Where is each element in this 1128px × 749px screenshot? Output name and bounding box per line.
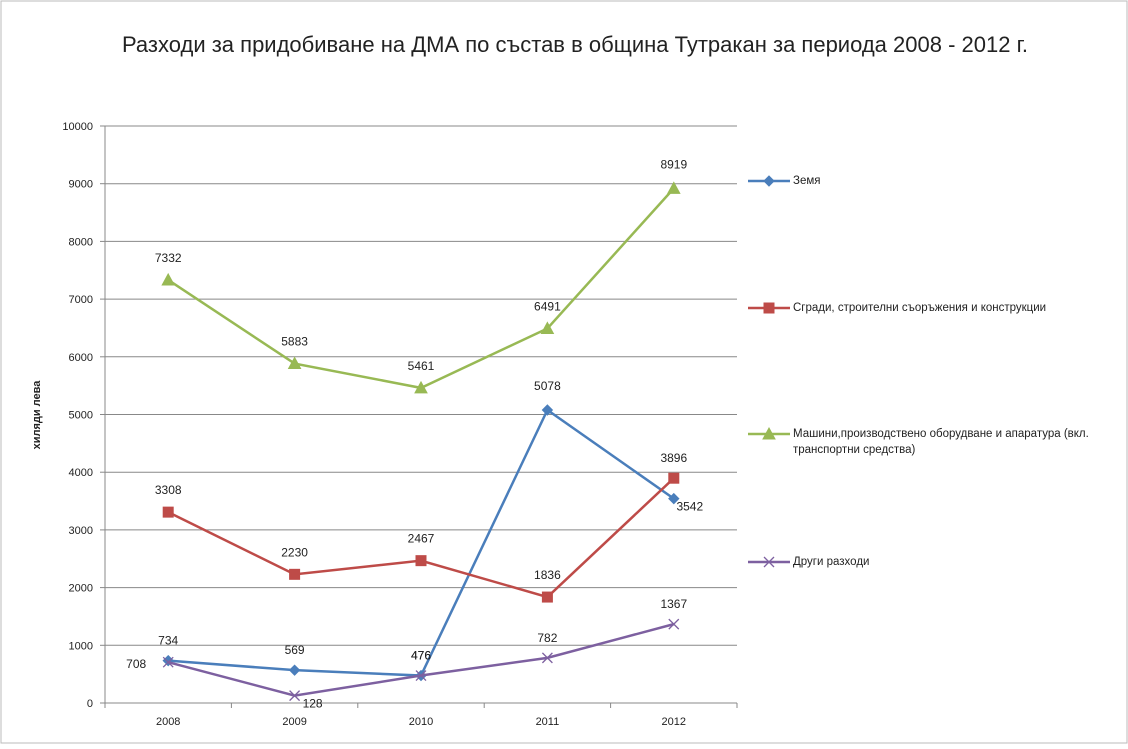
marker bbox=[288, 664, 301, 676]
marker bbox=[668, 492, 680, 505]
marker bbox=[289, 568, 301, 580]
y-tick-label: 6000 bbox=[69, 352, 93, 364]
data-label: 782 bbox=[537, 631, 557, 645]
marker bbox=[541, 591, 553, 603]
marker bbox=[668, 472, 680, 484]
data-label: 476 bbox=[411, 649, 431, 663]
data-label: 2467 bbox=[408, 532, 435, 546]
marker bbox=[287, 356, 302, 370]
chart-title: Разходи за придобиване на ДМА по състав … bbox=[121, 32, 1029, 57]
marker bbox=[541, 404, 554, 416]
y-tick-label: 5000 bbox=[69, 410, 93, 422]
y-tick-label: 10000 bbox=[62, 121, 93, 133]
data-label: 5461 bbox=[408, 359, 435, 373]
data-label: 1836 bbox=[534, 568, 561, 582]
marker bbox=[668, 618, 680, 630]
marker bbox=[414, 380, 428, 394]
data-label: 8919 bbox=[660, 157, 687, 171]
data-label: 5078 bbox=[534, 379, 561, 393]
marker bbox=[415, 555, 427, 567]
marker bbox=[763, 556, 775, 568]
y-tick-label: 4000 bbox=[69, 467, 93, 479]
data-label: 128 bbox=[303, 697, 323, 711]
marker bbox=[289, 690, 301, 702]
data-label: 3896 bbox=[660, 451, 687, 465]
y-tick-label: 3000 bbox=[69, 525, 93, 537]
x-tick-label: 2011 bbox=[536, 716, 560, 728]
marker bbox=[162, 506, 174, 518]
legend-label: Машини,производствено оборудване и апара… bbox=[793, 428, 1089, 456]
y-tick-label: 8000 bbox=[69, 236, 93, 248]
data-label: 569 bbox=[285, 643, 305, 657]
marker bbox=[541, 652, 553, 664]
data-label: 7332 bbox=[155, 251, 182, 265]
data-label: 2230 bbox=[281, 545, 308, 559]
marker bbox=[763, 175, 775, 187]
marker bbox=[666, 181, 681, 194]
x-tick-label: 2009 bbox=[282, 716, 306, 728]
data-label: 3308 bbox=[155, 483, 182, 497]
data-label: 708 bbox=[126, 657, 146, 671]
data-label: 6491 bbox=[534, 299, 561, 313]
legend-label: Други разходи bbox=[793, 556, 870, 568]
x-tick-label: 2010 bbox=[409, 716, 433, 728]
legend-label: Сгради, строителни съоръжения и конструк… bbox=[793, 302, 1047, 314]
data-label: 734 bbox=[158, 634, 178, 648]
data-label: 3542 bbox=[676, 500, 703, 514]
legend-label: Земя bbox=[793, 175, 821, 187]
marker bbox=[162, 656, 174, 668]
y-axis-label: хиляди лева bbox=[31, 380, 43, 450]
marker bbox=[763, 302, 775, 314]
y-tick-label: 7000 bbox=[69, 294, 93, 306]
data-label: 5883 bbox=[281, 335, 308, 349]
data-label: 1367 bbox=[660, 597, 687, 611]
data-label: 476 bbox=[411, 649, 431, 663]
marker bbox=[161, 272, 176, 286]
y-tick-label: 2000 bbox=[69, 583, 93, 595]
marker bbox=[415, 670, 427, 681]
marker bbox=[540, 321, 555, 334]
x-tick-label: 2012 bbox=[662, 716, 686, 728]
y-tick-label: 9000 bbox=[69, 179, 93, 191]
marker bbox=[762, 426, 776, 440]
y-tick-label: 0 bbox=[87, 698, 93, 710]
y-tick-label: 1000 bbox=[69, 640, 93, 652]
x-tick-label: 2008 bbox=[156, 716, 180, 728]
